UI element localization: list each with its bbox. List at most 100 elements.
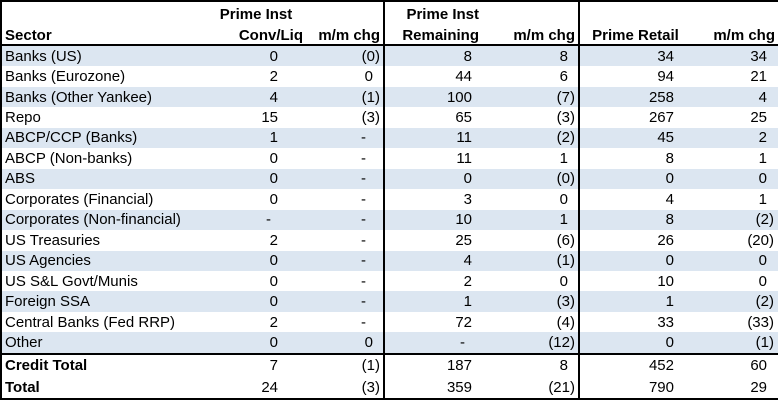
cell-sector: Central Banks (Fed RRP): [5, 313, 176, 331]
cell-sector: Total: [5, 378, 40, 396]
cell-prime-inst-conv-liq: 1: [269, 129, 278, 147]
header-spacer: [691, 1, 778, 23]
cell-prime-inst-remaining: 11: [456, 149, 472, 167]
header-mm-chg-1: m/m chg: [306, 23, 385, 46]
cell-sector: ABCP/CCP (Banks): [5, 129, 138, 147]
cell-prime-inst-remaining: 4: [463, 252, 472, 270]
cell-prime-retail: 34: [657, 47, 674, 65]
total-row: Credit Total 7 (1) 187 8 452 60: [1, 352, 778, 377]
cell-prime-inst-remaining: 100: [446, 88, 472, 106]
cell-sector: Banks (US): [5, 47, 82, 65]
cell-prime-inst-remaining: 8: [463, 47, 472, 65]
cell-prime-retail: 258: [648, 88, 674, 106]
cell-sector: US Treasuries: [5, 231, 101, 249]
cell-mm-chg-3: 60: [691, 352, 778, 377]
cell-prime-retail: 45: [657, 129, 674, 147]
cell-mm-chg-2: (3): [481, 107, 580, 128]
cell-mm-chg-2: (12): [481, 332, 580, 354]
cell-mm-chg-1: (3): [306, 107, 385, 128]
cell-mm-chg-2: 8: [481, 352, 580, 377]
table-row: Banks (Other Yankee) 4 (1) 100 (7) 258 4: [1, 86, 778, 108]
table-header: Prime Inst Prime Inst Sector Conv/Liq m/…: [1, 1, 778, 46]
cell-sector: ABS: [5, 170, 36, 188]
table-row: ABCP (Non-banks) 0-11 1 8 1: [1, 148, 778, 169]
cell-mm-chg-3: 4: [758, 88, 767, 106]
header-remaining: Remaining: [384, 23, 481, 46]
cell-mm-chg-1: (3): [306, 376, 385, 399]
cell-mm-chg-3: 34: [750, 47, 767, 65]
cell-mm-chg-2: 1: [481, 148, 580, 169]
cell-prime-retail: 33: [657, 313, 674, 331]
cell-prime-inst-conv-liq: 7: [206, 352, 306, 377]
cell-mm-chg-1: (1): [306, 86, 385, 108]
cell-mm-chg-2: (1): [481, 250, 580, 272]
total-row: Total 24 (3) 359 (21) 790 29: [1, 376, 778, 399]
cell-prime-retail: 4: [665, 190, 674, 208]
cell-prime-inst-conv-liq: 2: [269, 231, 278, 249]
cell-prime-inst-remaining: 0: [463, 170, 472, 188]
cell-mm-chg-3: 21: [750, 68, 767, 86]
table-row: US Agencies 0 - 4 (1) 0 0: [1, 250, 778, 272]
cell-mm-chg-1: -: [306, 148, 385, 169]
cell-prime-inst-conv-liq: 0: [269, 47, 278, 65]
cell-sector: US S&L Govt/Munis: [5, 272, 138, 290]
cell-mm-chg-1: 0: [306, 66, 385, 87]
cell-prime-inst-conv-liq: 0: [269, 190, 278, 208]
cell-prime-inst-remaining: -: [460, 334, 465, 352]
cell-prime-retail: 94: [657, 68, 674, 86]
table-row: Corporates (Financial) 0-3 0 4 1: [1, 189, 778, 210]
table-totals: Credit Total 7 (1) 187 8 452 60 Total 24 (3) 359 (2…: [1, 352, 778, 399]
cell-sector: Corporates (Financial): [5, 190, 154, 208]
cell-prime-inst-remaining: 2: [463, 272, 472, 290]
header-prime-inst-remaining-group: Prime Inst: [406, 5, 479, 23]
cell-mm-chg-3: 1: [758, 190, 767, 208]
cell-mm-chg-1: -: [306, 209, 385, 231]
cell-prime-retail: 10: [657, 272, 674, 290]
cell-prime-inst-remaining: 44: [455, 68, 472, 86]
cell-prime-retail: 790: [648, 378, 674, 396]
cell-mm-chg-3: 0: [758, 170, 767, 188]
cell-prime-retail: 0: [665, 252, 674, 270]
cell-mm-chg-2: 6: [481, 66, 580, 87]
cell-mm-chg-3: 0: [758, 272, 767, 290]
cell-mm-chg-2: (0): [481, 168, 580, 190]
cell-prime-inst-conv-liq: 2: [269, 68, 278, 86]
cell-mm-chg-2: (6): [481, 230, 580, 251]
cell-prime-inst-conv-liq: 2: [269, 313, 278, 331]
cell-prime-inst-conv-liq: 24: [261, 378, 278, 396]
cell-mm-chg-1: (0): [306, 45, 385, 67]
cell-prime-inst-conv-liq: 0: [269, 252, 278, 270]
header-prime-retail: Prime Retail: [579, 23, 691, 46]
cell-prime-inst-conv-liq: 0: [269, 170, 278, 188]
cell-mm-chg-2: (2): [481, 127, 580, 149]
cell-prime-inst-remaining: 187: [384, 352, 481, 377]
cell-mm-chg-1: -: [306, 311, 385, 333]
cell-sector: Other: [5, 334, 43, 352]
cell-prime-inst-remaining: 72: [455, 313, 472, 331]
cell-prime-inst-remaining: 11: [456, 129, 472, 147]
cell-mm-chg-2: (4): [481, 311, 580, 333]
cell-prime-inst-conv-liq: 0: [269, 272, 278, 290]
cell-sector: Repo: [5, 108, 41, 126]
cell-mm-chg-3: 0: [758, 252, 767, 270]
cell-prime-inst-conv-liq: 0: [269, 149, 278, 167]
cell-mm-chg-3: (33): [747, 313, 774, 331]
cell-mm-chg-2: 1: [481, 209, 580, 231]
cell-mm-chg-3: (2): [755, 293, 774, 311]
cell-sector: US Agencies: [5, 252, 91, 270]
cell-mm-chg-2: (7): [481, 86, 580, 108]
cell-prime-retail: 8: [665, 149, 674, 167]
cell-sector: Credit Total: [1, 352, 206, 377]
header-prime-inst-conv-group: Prime Inst: [219, 5, 293, 23]
header-conv-liq: Conv/Liq: [206, 23, 306, 46]
cell-sector: Corporates (Non-financial): [5, 211, 181, 229]
cell-sector: ABCP (Non-banks): [5, 149, 133, 167]
cell-mm-chg-2: (3): [481, 291, 580, 312]
cell-mm-chg-1: (1): [306, 352, 385, 377]
header-row-group: Prime Inst Prime Inst: [1, 1, 778, 23]
table-row: Banks (Eurozone) 2 0 44 6 94 21: [1, 66, 778, 87]
cell-sector: Banks (Other Yankee): [5, 88, 153, 106]
table-row: US S&L Govt/Munis 0-2 0 10 0: [1, 271, 778, 292]
cell-mm-chg-2: (21): [481, 376, 580, 399]
cell-prime-inst-conv-liq: 4: [269, 88, 278, 106]
